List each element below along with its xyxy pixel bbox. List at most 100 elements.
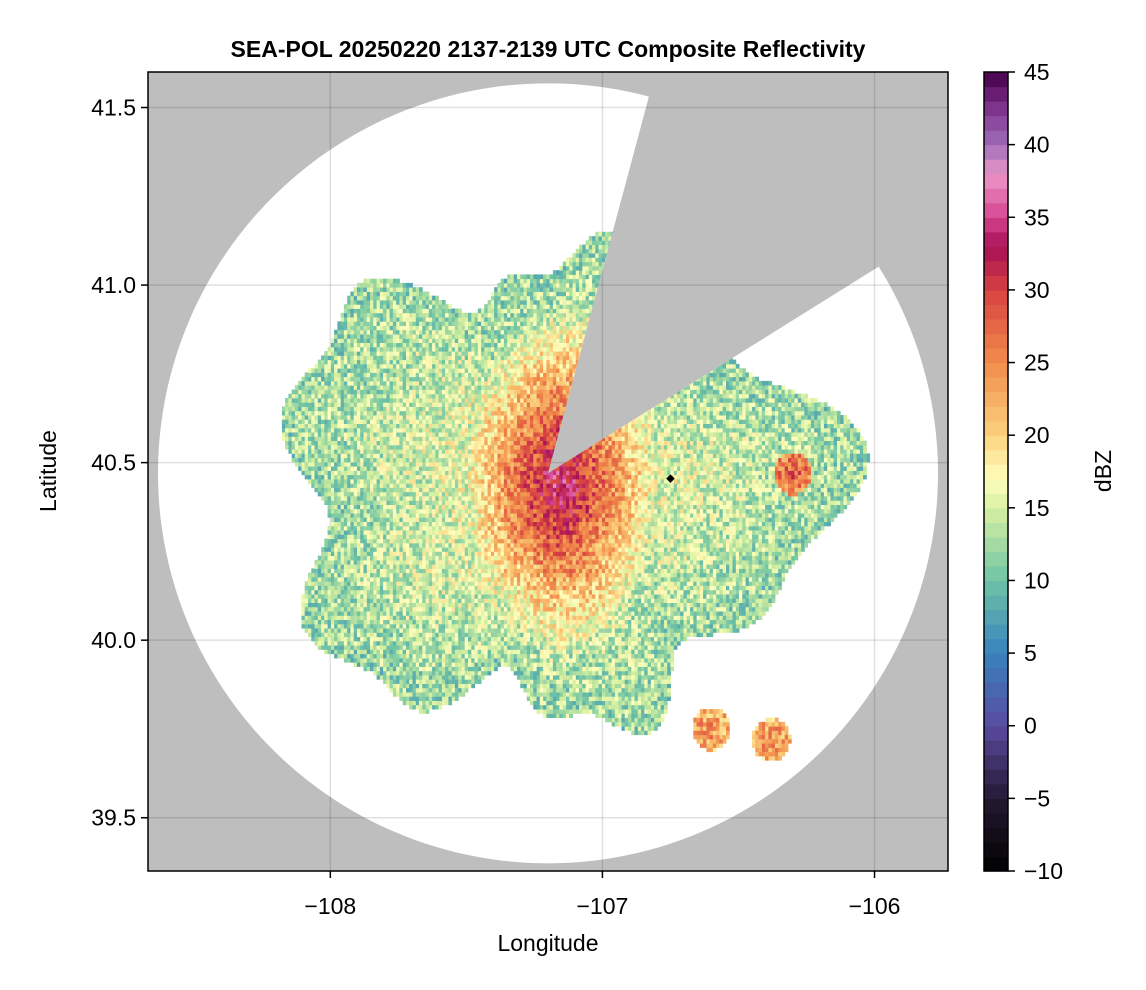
echo-cell [628,577,632,582]
echo-cell [451,640,456,646]
echo-cell [471,585,475,591]
echo-cell [569,640,573,646]
echo-cell [644,726,648,731]
echo-cell [396,564,400,569]
echo-cell [513,611,518,616]
echo-cell [366,649,371,655]
echo-cell [343,551,348,557]
echo-cell [539,594,544,599]
echo-cell [500,577,505,582]
echo-cell [409,640,413,646]
echo-cell [677,636,681,642]
echo-cell [628,602,632,608]
echo-cell [650,555,655,561]
echo-cell [572,645,577,650]
echo-cell [562,679,567,684]
echo-cell [663,640,668,646]
echo-cell [327,568,332,574]
echo-cell [481,653,485,659]
echo-cell [517,619,521,625]
echo-cell [435,572,439,578]
echo-cell [304,611,309,616]
echo-cell [435,594,439,599]
echo-cell [650,577,655,582]
echo-cell [579,696,583,701]
echo-cell [579,602,583,608]
echo-cell [379,585,384,591]
echo-cell [347,632,351,638]
echo-cell [360,594,364,599]
echo-cell [673,581,678,586]
echo-cell [343,645,348,650]
echo-cell [412,645,417,650]
echo-cell [406,585,410,591]
echo-cell [690,606,694,612]
echo-cell [412,692,417,697]
echo-cell [366,666,371,672]
echo-cell [726,623,730,629]
echo-cell [624,559,629,565]
echo-cell [566,713,570,718]
echo-cell [350,619,355,625]
echo-cell [481,640,485,646]
echo-cell [559,547,564,552]
echo-cell [357,577,361,582]
echo-cell [487,564,492,569]
echo-cell [321,551,325,557]
echo-cell [357,619,361,625]
echo-cell [357,564,361,569]
echo-cell [461,611,466,616]
echo-cell [546,649,551,655]
echo-cell [458,653,462,659]
echo-cell [575,611,580,616]
echo-cell [464,666,469,672]
echo-cell [366,606,371,612]
echo-cell [647,632,652,638]
echo-cell [699,602,704,608]
echo-cell [634,585,639,591]
echo-cell [445,572,449,578]
echo-cell [500,551,505,557]
echo-cell [588,704,593,710]
echo-cell [526,606,531,612]
echo-cell [575,670,580,676]
echo-cell [321,564,325,569]
echo-cell [572,606,577,612]
echo-cell [592,679,596,684]
echo-cell [530,547,534,552]
echo-cell [484,606,488,612]
echo-cell [680,551,684,557]
echo-cell [686,555,691,561]
echo-cell [510,568,515,574]
echo-cell [647,666,652,672]
echo-cell [474,675,479,680]
echo-cell [670,606,675,612]
echo-cell [533,594,537,599]
echo-cell [419,687,423,693]
echo-cell [441,619,446,625]
echo-cell [402,589,407,595]
echo-cell [709,743,714,748]
echo-cell [438,551,443,557]
echo-cell [353,662,358,667]
echo-cell [650,692,655,697]
echo-cell [494,538,498,544]
echo-cell [556,692,560,697]
echo-cell [379,645,384,650]
echo-cell [536,615,541,620]
echo-cell [464,653,469,659]
echo-cell [745,611,750,616]
echo-cell [624,572,629,578]
echo-cell [494,572,498,578]
echo-cell [670,645,675,650]
echo-cell [631,675,635,680]
echo-cell [343,589,348,595]
echo-cell [477,585,482,591]
echo-cell [552,551,557,557]
echo-cell [350,551,355,557]
echo-cell [735,623,740,629]
echo-cell [677,577,681,582]
echo-cell [464,598,469,603]
echo-cell [432,679,436,684]
echo-cell [556,602,560,608]
